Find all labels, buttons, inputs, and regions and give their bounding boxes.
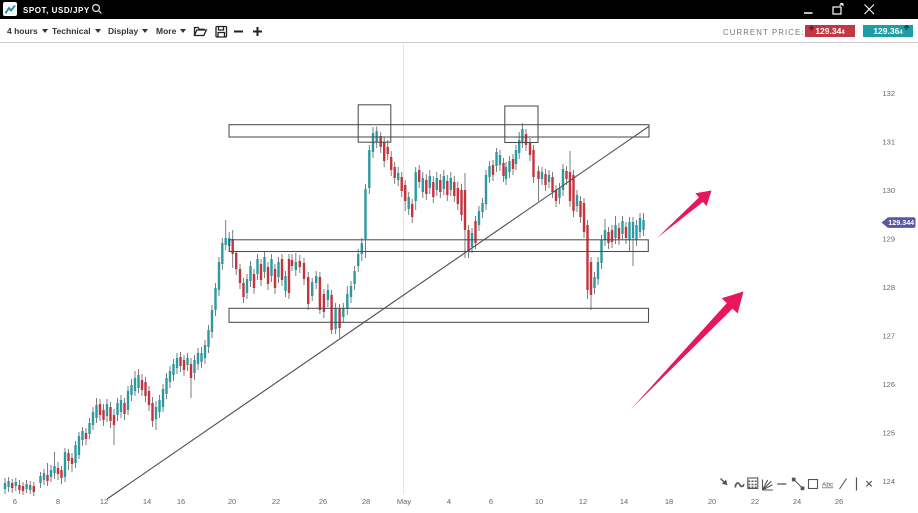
svg-text:129: 129 [882,235,895,244]
svg-text:129.344: 129.344 [888,218,914,227]
svg-text:20: 20 [708,497,716,506]
svg-text:12: 12 [100,497,108,506]
svg-text:130: 130 [882,186,895,195]
svg-text:124: 124 [882,477,895,486]
svg-text:28: 28 [362,497,370,506]
svg-text:4: 4 [447,497,451,506]
svg-text:127: 127 [882,331,895,340]
svg-text:20: 20 [228,497,236,506]
svg-text:125: 125 [882,428,895,437]
svg-text:14: 14 [143,497,151,506]
svg-text:26: 26 [835,497,843,506]
svg-text:14: 14 [620,497,628,506]
svg-text:128: 128 [882,283,895,292]
svg-text:131: 131 [882,138,895,147]
svg-text:26: 26 [319,497,327,506]
svg-text:126: 126 [882,380,895,389]
svg-text:22: 22 [751,497,759,506]
svg-text:16: 16 [177,497,185,506]
svg-text:8: 8 [56,497,60,506]
svg-text:6: 6 [13,497,17,506]
svg-text:18: 18 [665,497,673,506]
svg-text:12: 12 [579,497,587,506]
svg-text:24: 24 [793,497,801,506]
svg-text:Abc: Abc [822,482,834,489]
svg-text:132: 132 [882,89,895,98]
svg-text:6: 6 [489,497,493,506]
svg-text:10: 10 [535,497,543,506]
svg-text:May: May [397,497,411,506]
svg-text:22: 22 [272,497,280,506]
